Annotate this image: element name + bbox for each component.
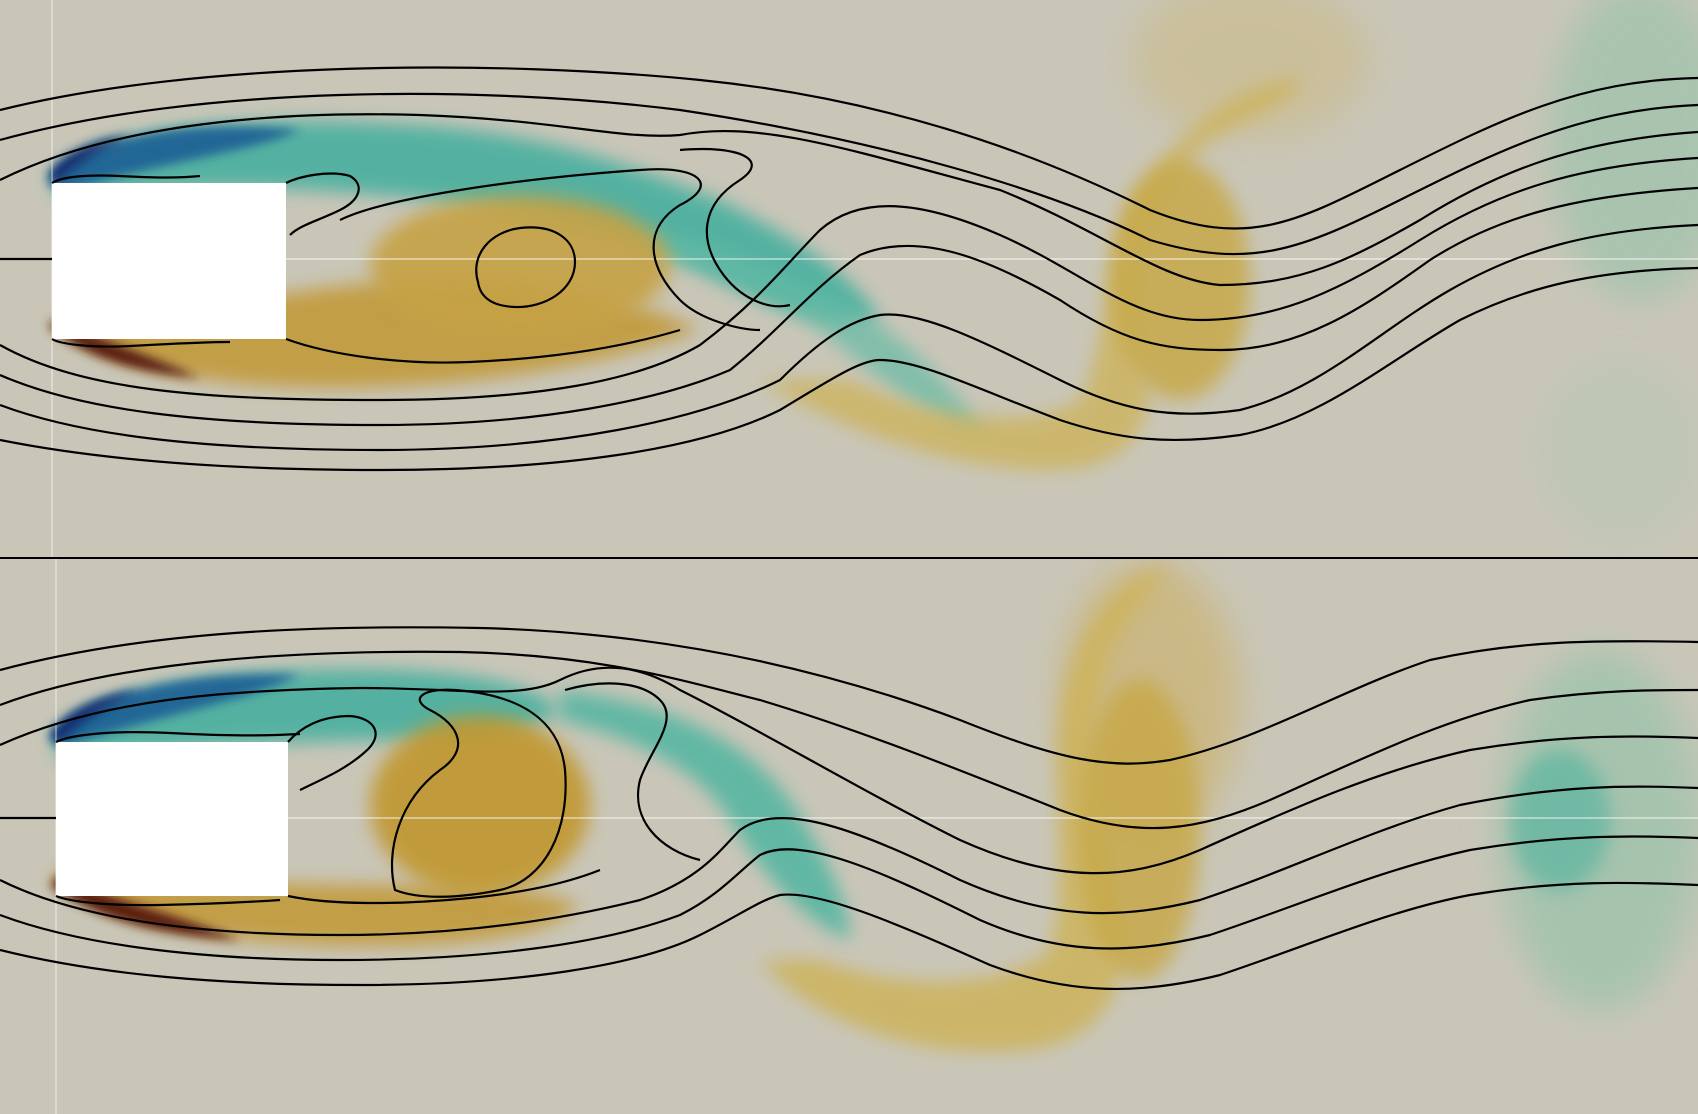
vorticity-region <box>50 120 880 322</box>
streamlines <box>0 66 1698 472</box>
streamline <box>51 338 231 348</box>
streamline <box>287 868 601 905</box>
vorticity-region <box>1130 0 1370 140</box>
top-panel <box>0 0 1698 557</box>
obstacle-block <box>56 742 288 896</box>
streamline <box>0 266 1698 472</box>
vorticity-region <box>370 195 670 335</box>
streamline <box>0 626 1698 765</box>
streamline <box>0 223 1698 452</box>
streamlines <box>0 626 1698 991</box>
streamline <box>0 785 1698 937</box>
vorticity-region <box>48 126 300 190</box>
streamline <box>564 682 701 862</box>
vorticity-region <box>1510 750 1610 890</box>
streamline <box>285 328 681 364</box>
streamline <box>51 174 201 184</box>
obstacle-block <box>52 183 286 339</box>
bottom-panel <box>0 559 1698 1114</box>
streamline <box>285 172 360 236</box>
streamline <box>287 714 377 791</box>
streamline <box>0 113 1698 287</box>
streamline <box>339 168 761 332</box>
streamline <box>0 156 1698 402</box>
vorticity-region <box>760 565 1170 1052</box>
streamline <box>0 650 1698 830</box>
streamline <box>0 835 1698 962</box>
vorticity-region <box>1550 0 1698 300</box>
vorticity-region <box>1080 680 1200 980</box>
streamline <box>0 666 1698 875</box>
streamline <box>390 688 567 898</box>
streamline <box>55 731 301 743</box>
vorticity-region <box>1540 360 1698 540</box>
streamline <box>679 147 791 308</box>
vorticity-region <box>560 690 850 940</box>
streamline <box>0 881 1698 991</box>
streamline <box>0 92 1698 256</box>
streamline <box>55 894 281 907</box>
vorticity-region <box>370 715 590 895</box>
streamline <box>475 226 577 309</box>
vorticity-region <box>48 135 130 185</box>
vorticity-region <box>1110 160 1250 400</box>
streamline <box>0 186 1698 427</box>
streamline <box>0 66 1698 230</box>
vorticity-region <box>640 230 990 440</box>
